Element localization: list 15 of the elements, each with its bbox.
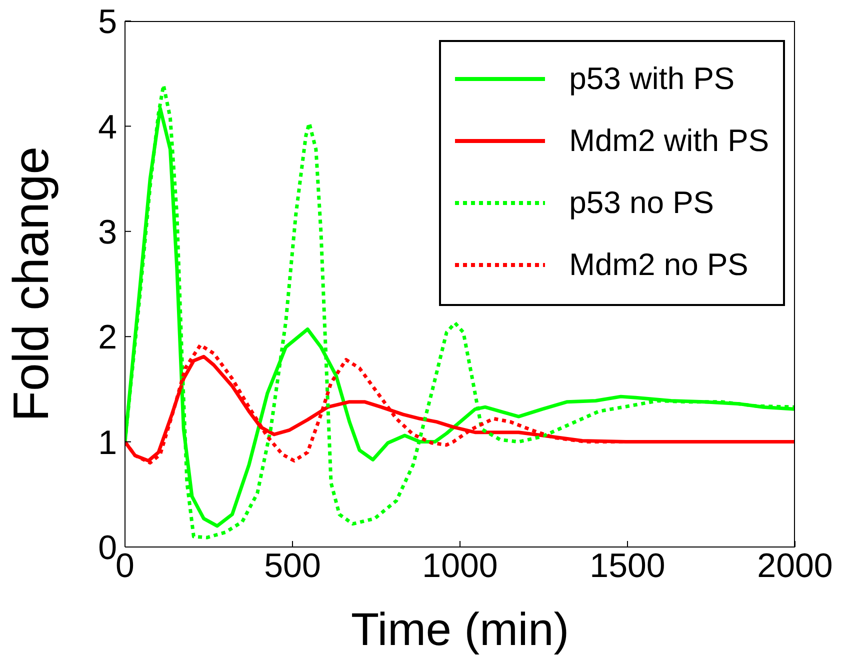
y-tick-label: 3 <box>98 213 117 252</box>
y-tick-label: 1 <box>98 424 117 462</box>
y-axis-title: Fold change <box>2 146 59 422</box>
legend-label: p53 with PS <box>569 61 735 97</box>
x-axis-title: Time (min) <box>350 603 570 655</box>
y-tick-label: 2 <box>98 318 117 357</box>
y-tick-label: 5 <box>98 3 117 42</box>
x-tick-label: 500 <box>264 547 321 586</box>
x-tick-label: 1000 <box>422 547 498 586</box>
x-tick-label: 2000 <box>757 547 833 586</box>
x-tick-label: 1500 <box>590 547 666 586</box>
legend-label: Mdm2 no PS <box>569 247 748 283</box>
y-tick-label: 4 <box>98 108 117 146</box>
legend-label: Mdm2 with PS <box>569 123 769 159</box>
legend-label: p53 no PS <box>569 185 714 221</box>
